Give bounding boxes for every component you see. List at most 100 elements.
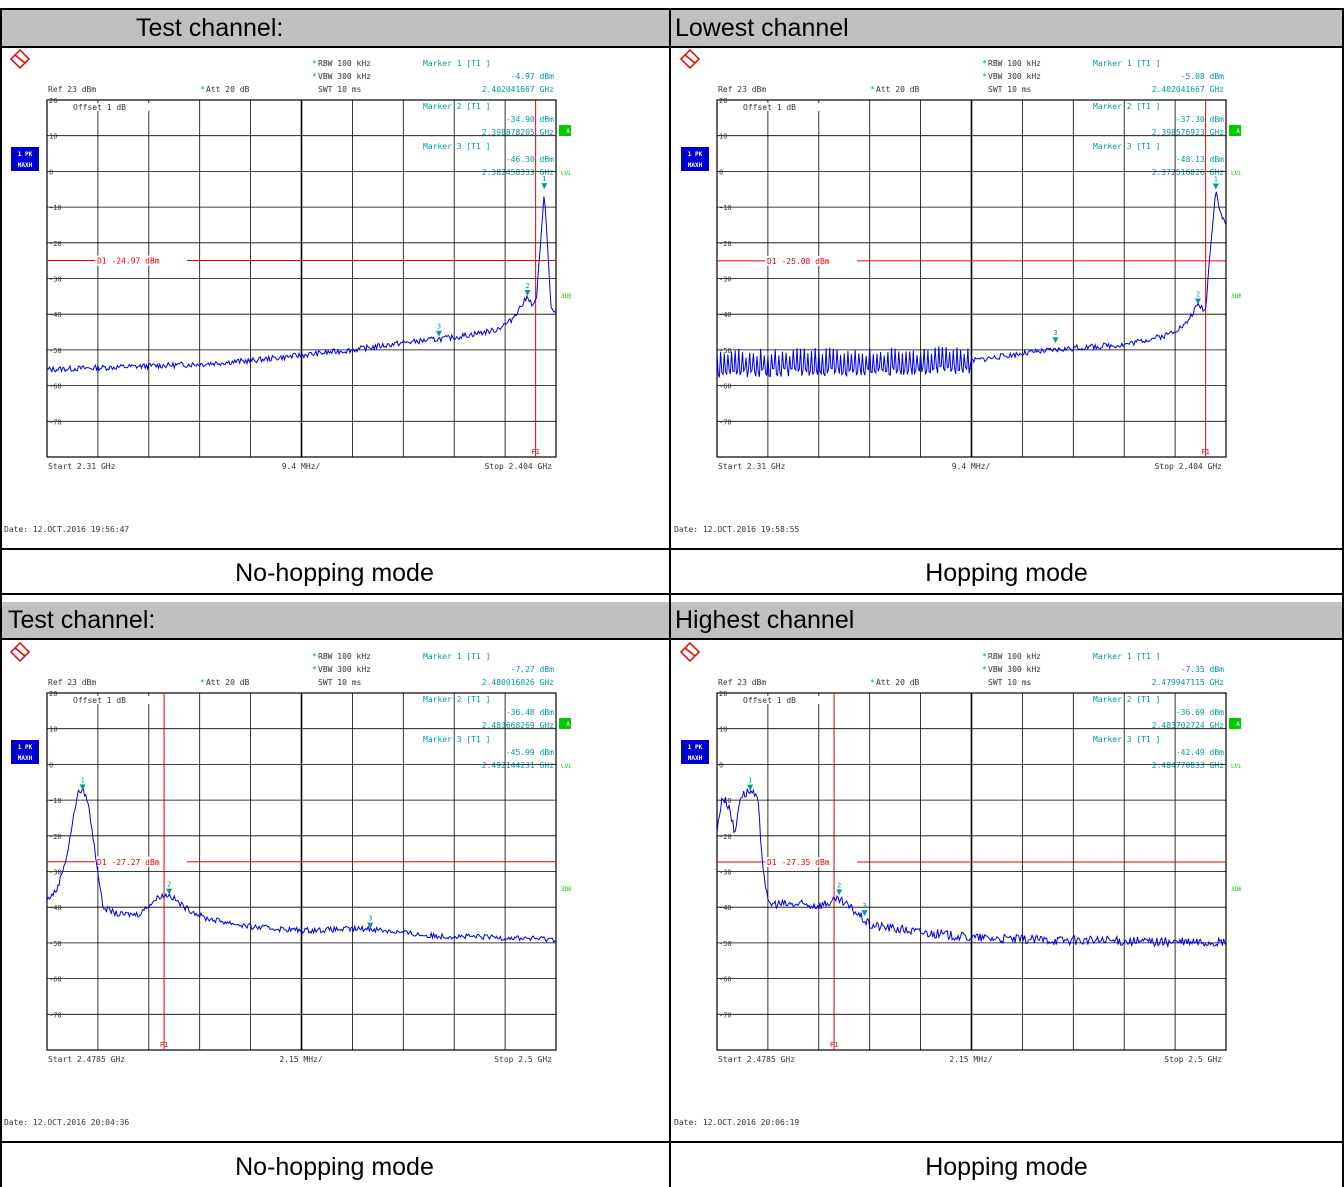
lvl-label: LVL <box>561 170 571 177</box>
trace-line <box>716 191 1227 378</box>
start-freq: Start 2.31 GHz <box>718 462 786 471</box>
y-tick-label: -50 <box>49 347 62 355</box>
y-tick-label: -50 <box>719 940 732 948</box>
trace-badge-label: MAXH <box>18 755 33 762</box>
offset-bg <box>67 103 179 111</box>
a-badge <box>559 718 571 729</box>
f1-label: F1 <box>531 448 539 456</box>
vbw-star: * <box>312 72 317 81</box>
marker-freq: 2.372516026 GHz <box>1152 168 1224 177</box>
marker-number: 3 <box>863 902 867 910</box>
marker-freq: 2.479947115 GHz <box>1152 678 1224 687</box>
table-border <box>669 8 671 1187</box>
f1-label: F1 <box>830 1041 838 1049</box>
table-border <box>0 1141 1344 1143</box>
marker-level: -45.99 dBm <box>506 748 554 757</box>
marker-title: Marker 3 [T1 ] <box>1093 142 1160 151</box>
y-tick-label: -20 <box>49 240 62 248</box>
vbw-star: * <box>982 72 987 81</box>
trace-badge <box>11 147 39 171</box>
span-per-div: 2.15 MHz/ <box>279 1055 323 1064</box>
offset-label: Offset 1 dB <box>743 103 796 112</box>
marker-number: 1 <box>542 175 546 183</box>
y-tick-label: -70 <box>719 418 732 426</box>
marker-number: 1 <box>1214 176 1218 184</box>
grid-frame <box>716 692 1227 1051</box>
marker-number: 3 <box>368 915 372 923</box>
marker-level: -42.49 dBm <box>1176 748 1224 757</box>
y-tick-label: 0 <box>49 168 53 176</box>
y-tick-label: -70 <box>719 1011 732 1019</box>
vbw: VBW 300 kHz <box>988 72 1041 81</box>
y-tick-label: -60 <box>49 976 62 984</box>
att-star: * <box>870 678 875 687</box>
vbw: VBW 300 kHz <box>318 665 371 674</box>
marker-freq: 2.484770833 GHz <box>1152 761 1224 770</box>
span-per-div: 2.15 MHz/ <box>949 1055 993 1064</box>
vbw: VBW 300 kHz <box>988 665 1041 674</box>
date-stamp: Date: 12.OCT.2016 19:56:47 <box>4 525 129 534</box>
attenuation: Att 20 dB <box>876 85 920 94</box>
trace-badge-label: 1 PK <box>18 744 33 751</box>
y-tick-label: -40 <box>719 311 732 319</box>
header-highest-channel: Highest channel <box>671 602 1342 638</box>
start-freq: Start 2.4785 GHz <box>48 1055 125 1064</box>
ref-level: Ref 23 dBm <box>48 85 96 94</box>
trace-badge-label: 1 PK <box>688 151 703 158</box>
rs-logo-icon <box>684 54 696 64</box>
marker-level: -48.13 dBm <box>1176 155 1224 164</box>
d1-label: D1 -24.97 dBm <box>97 257 160 266</box>
marker-freq: 2.483668269 GHz <box>482 721 554 730</box>
marker-triangle <box>861 910 868 917</box>
offset-bg <box>737 696 849 704</box>
ref-level: Ref 23 dBm <box>718 85 766 94</box>
analyzer-svg: Ref 23 dBm * Att 20 dB* RBW 100 kHz* VBW 300… <box>4 641 571 1127</box>
marker-title: Marker 2 [T1 ] <box>1093 695 1160 704</box>
marker-triangle <box>1212 183 1219 190</box>
marker-title: Marker 1 [T1 ] <box>1093 59 1160 68</box>
marker-freq: 2.402041667 GHz <box>482 85 554 94</box>
y-tick-label: -40 <box>719 904 732 912</box>
marker-title: Marker 3 [T1 ] <box>423 735 490 744</box>
marker-triangle <box>1052 337 1059 344</box>
offset-bg <box>737 103 849 111</box>
offset-label: Offset 1 dB <box>73 696 126 705</box>
rbw: RBW 100 kHz <box>318 652 371 661</box>
a-badge-label: A <box>1236 128 1240 135</box>
lvl-label: LVL <box>561 763 571 770</box>
y-tick-label: -50 <box>719 347 732 355</box>
y-tick-label: 20 <box>49 97 57 105</box>
attenuation: Att 20 dB <box>876 678 920 687</box>
table-border <box>0 46 1344 48</box>
y-tick-label: -30 <box>49 276 62 284</box>
f1-label: F1 <box>1201 448 1209 456</box>
caption-hop-2: Hopping mode <box>925 1153 1088 1181</box>
stop-freq: Stop 2.404 GHz <box>485 462 553 471</box>
grid <box>716 99 1227 458</box>
marker-number: 2 <box>167 881 171 889</box>
db3-label: 3DB <box>561 886 571 893</box>
d1-label: D1 -27.27 dBm <box>97 858 160 867</box>
marker-title: Marker 2 [T1 ] <box>423 102 490 111</box>
trace-badge-label: MAXH <box>688 162 703 169</box>
marker-level: -7.27 dBm <box>511 665 555 674</box>
y-tick-label: -20 <box>49 833 62 841</box>
grid <box>46 692 557 1051</box>
d1-label-bg <box>765 255 857 266</box>
y-tick-label: 10 <box>719 133 727 141</box>
marker-triangle <box>79 784 86 791</box>
y-tick-label: 0 <box>49 761 53 769</box>
marker-freq: 2.480016026 GHz <box>482 678 554 687</box>
marker-level: -36.69 dBm <box>1176 708 1224 717</box>
span-per-div: 9.4 MHz/ <box>282 462 321 471</box>
trace-badge-label: MAXH <box>688 755 703 762</box>
marker-title: Marker 1 [T1 ] <box>423 59 490 68</box>
marker-freq: 2.492144231 GHz <box>482 761 554 770</box>
y-tick-label: 0 <box>719 168 723 176</box>
marker-freq: 2.398576923 GHz <box>1152 128 1224 137</box>
rs-logo-icon <box>684 647 696 657</box>
trace-badge <box>11 740 39 764</box>
rs-logo-icon <box>14 54 26 64</box>
marker-title: Marker 3 [T1 ] <box>423 142 490 151</box>
sweep-time: SWT 10 ms <box>988 678 1032 687</box>
